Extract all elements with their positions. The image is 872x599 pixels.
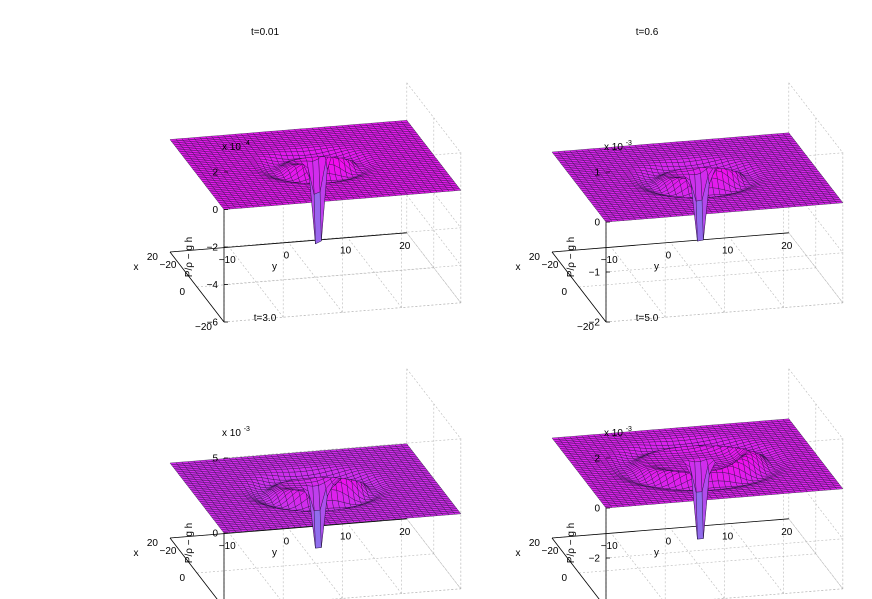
y-tick-label: 0: [666, 250, 672, 261]
chart-title: t=0.6: [636, 27, 659, 38]
z-tick-label: −6: [207, 318, 219, 329]
x-axis-label: x: [516, 548, 521, 559]
y-axis-label: y: [654, 547, 659, 558]
y-tick-label: −20: [542, 546, 559, 557]
z-tick-label: −2: [207, 243, 219, 254]
z-axis-label: P/ρ − g h: [566, 523, 577, 563]
y-tick-label: 10: [722, 532, 734, 543]
y-tick-label: −10: [219, 255, 236, 266]
x-tick-label: 20: [529, 538, 541, 549]
y-axis-line: [551, 518, 789, 539]
y-tick-label: 0: [284, 536, 290, 547]
surface-mesh: [169, 120, 462, 245]
z-tick-label: 0: [212, 529, 218, 540]
chart-title: t=5.0: [636, 313, 659, 324]
z-tick-label: −1: [589, 268, 601, 279]
chart-title: t=3.0: [254, 313, 277, 324]
z-tick-label: −2: [589, 318, 601, 329]
z-tick-label: 2: [594, 454, 600, 465]
z-tick-label: 0: [594, 504, 600, 515]
y-tick-label: 20: [781, 527, 793, 538]
x-tick-label: −20: [195, 322, 212, 333]
exponent-power: -3: [244, 426, 250, 433]
y-tick-label: −10: [601, 541, 618, 552]
surface-mesh: [169, 443, 462, 549]
x-axis-line: [169, 251, 225, 323]
z-axis-label: P/ρ − g h: [184, 237, 195, 277]
x-tick-label: 0: [179, 287, 185, 298]
x-tick-label: 0: [561, 287, 567, 298]
z-axis-label: P/ρ − g h: [566, 237, 577, 277]
y-axis-line: [551, 232, 789, 253]
y-tick-label: −10: [219, 541, 236, 552]
x-tick-label: 0: [179, 573, 185, 584]
x-tick-label: 20: [147, 252, 159, 263]
z-tick-label: 0: [594, 218, 600, 229]
y-axis-label: y: [272, 547, 277, 558]
exponent-power: -3: [626, 140, 632, 147]
surface-mesh: [551, 132, 844, 242]
z-tick-label: 5: [212, 454, 218, 465]
z-tick-label: 1: [594, 168, 600, 179]
y-axis-line: [169, 232, 407, 253]
y-tick-label: −10: [601, 255, 618, 266]
z-tick-label: 0: [212, 205, 218, 216]
exponent-label: x 10 -3: [604, 140, 632, 153]
x-axis-line: [551, 251, 607, 323]
x-axis-label: x: [134, 548, 139, 559]
y-tick-label: 10: [722, 246, 734, 257]
z-tick-label: 2: [212, 168, 218, 179]
z-tick-label: −2: [589, 554, 601, 565]
y-tick-label: 0: [666, 536, 672, 547]
y-tick-label: 20: [399, 527, 411, 538]
exponent-power: -4: [244, 140, 250, 147]
y-axis-label: y: [272, 261, 277, 272]
y-axis-line: [169, 518, 407, 539]
x-axis-line: [169, 537, 218, 599]
x-axis-label: x: [516, 262, 521, 273]
y-tick-label: 10: [340, 246, 352, 257]
x-axis-label: x: [134, 262, 139, 273]
x-tick-label: 20: [529, 252, 541, 263]
y-tick-label: 10: [340, 532, 352, 543]
y-tick-label: 20: [781, 241, 793, 252]
x-tick-label: 20: [147, 538, 159, 549]
x-axis-line: [551, 537, 600, 599]
exponent-power: -3: [626, 426, 632, 433]
y-tick-label: 0: [284, 250, 290, 261]
x-tick-label: −20: [577, 322, 594, 333]
chart-title: t=0.01: [251, 27, 280, 38]
y-tick-label: −20: [160, 546, 177, 557]
y-tick-label: −20: [542, 260, 559, 271]
surface-mesh: [551, 418, 844, 540]
y-tick-label: −20: [160, 260, 177, 271]
exponent-label: x 10 -3: [222, 426, 250, 439]
exponent-label: x 10 -3: [604, 426, 632, 439]
z-tick-label: −4: [207, 280, 219, 291]
exponent-label: x 10 -4: [222, 140, 250, 153]
x-tick-label: 0: [561, 573, 567, 584]
y-tick-label: 20: [399, 241, 411, 252]
y-axis-label: y: [654, 261, 659, 272]
z-axis-label: P/ρ − g h: [184, 523, 195, 563]
